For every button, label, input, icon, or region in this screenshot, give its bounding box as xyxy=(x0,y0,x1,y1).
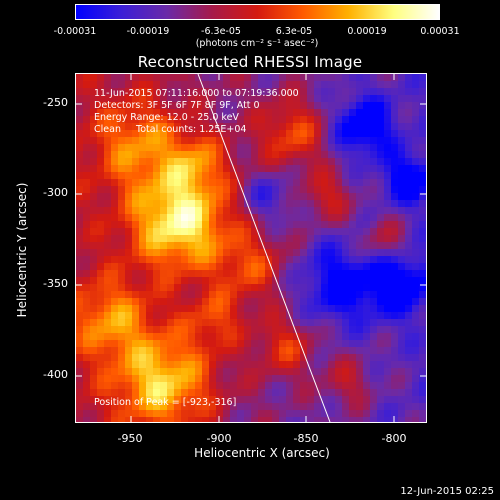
image-plot-area xyxy=(75,73,427,423)
colorbar-tick: -0.00031 xyxy=(53,26,97,37)
colorbar-tick: 0.00019 xyxy=(347,26,387,37)
x-tick-label: -800 xyxy=(381,432,407,445)
colorbar-tick: -6.3e-05 xyxy=(201,26,241,37)
colorbar-tick: 0.00031 xyxy=(420,26,460,37)
colorbar-tick: 6.3e-05 xyxy=(275,26,313,37)
y-tick-label: -300 xyxy=(43,186,68,199)
plot-title: Reconstructed RHESSI Image xyxy=(137,53,363,71)
colorbar-tick: -0.00019 xyxy=(126,26,170,37)
solar-limb-line xyxy=(197,74,331,422)
y-tick-label: -400 xyxy=(43,368,68,381)
detectors-text: Detectors: 3F 5F 6F 7F 8F 9F, Att 0 xyxy=(94,100,260,111)
x-tick-label: -900 xyxy=(206,432,232,445)
y-tick-label: -250 xyxy=(43,96,68,109)
datestamp: 12-Jun-2015 02:25 xyxy=(400,486,494,497)
x-axis-label: Heliocentric X (arcsec) xyxy=(194,446,330,460)
colorbar-units: (photons cm⁻² s⁻¹ asec⁻²) xyxy=(195,38,319,49)
y-tick-label: -350 xyxy=(43,277,68,290)
x-tick-label: -850 xyxy=(293,432,319,445)
y-axis-label: Heliocentric Y (arcsec) xyxy=(15,182,29,318)
colorbar xyxy=(75,4,440,20)
peak-position-text: Position of Peak = [-923,-316] xyxy=(94,397,237,408)
clean-counts-text: Clean Total counts: 1.25E+04 xyxy=(94,124,247,135)
time-range-text: 11-Jun-2015 07:11:16.000 to 07:19:36.000 xyxy=(94,88,299,99)
x-tick-label: -950 xyxy=(117,432,143,445)
energy-range-text: Energy Range: 12.0 - 25.0 keV xyxy=(94,112,239,123)
rhessi-image xyxy=(76,74,426,422)
